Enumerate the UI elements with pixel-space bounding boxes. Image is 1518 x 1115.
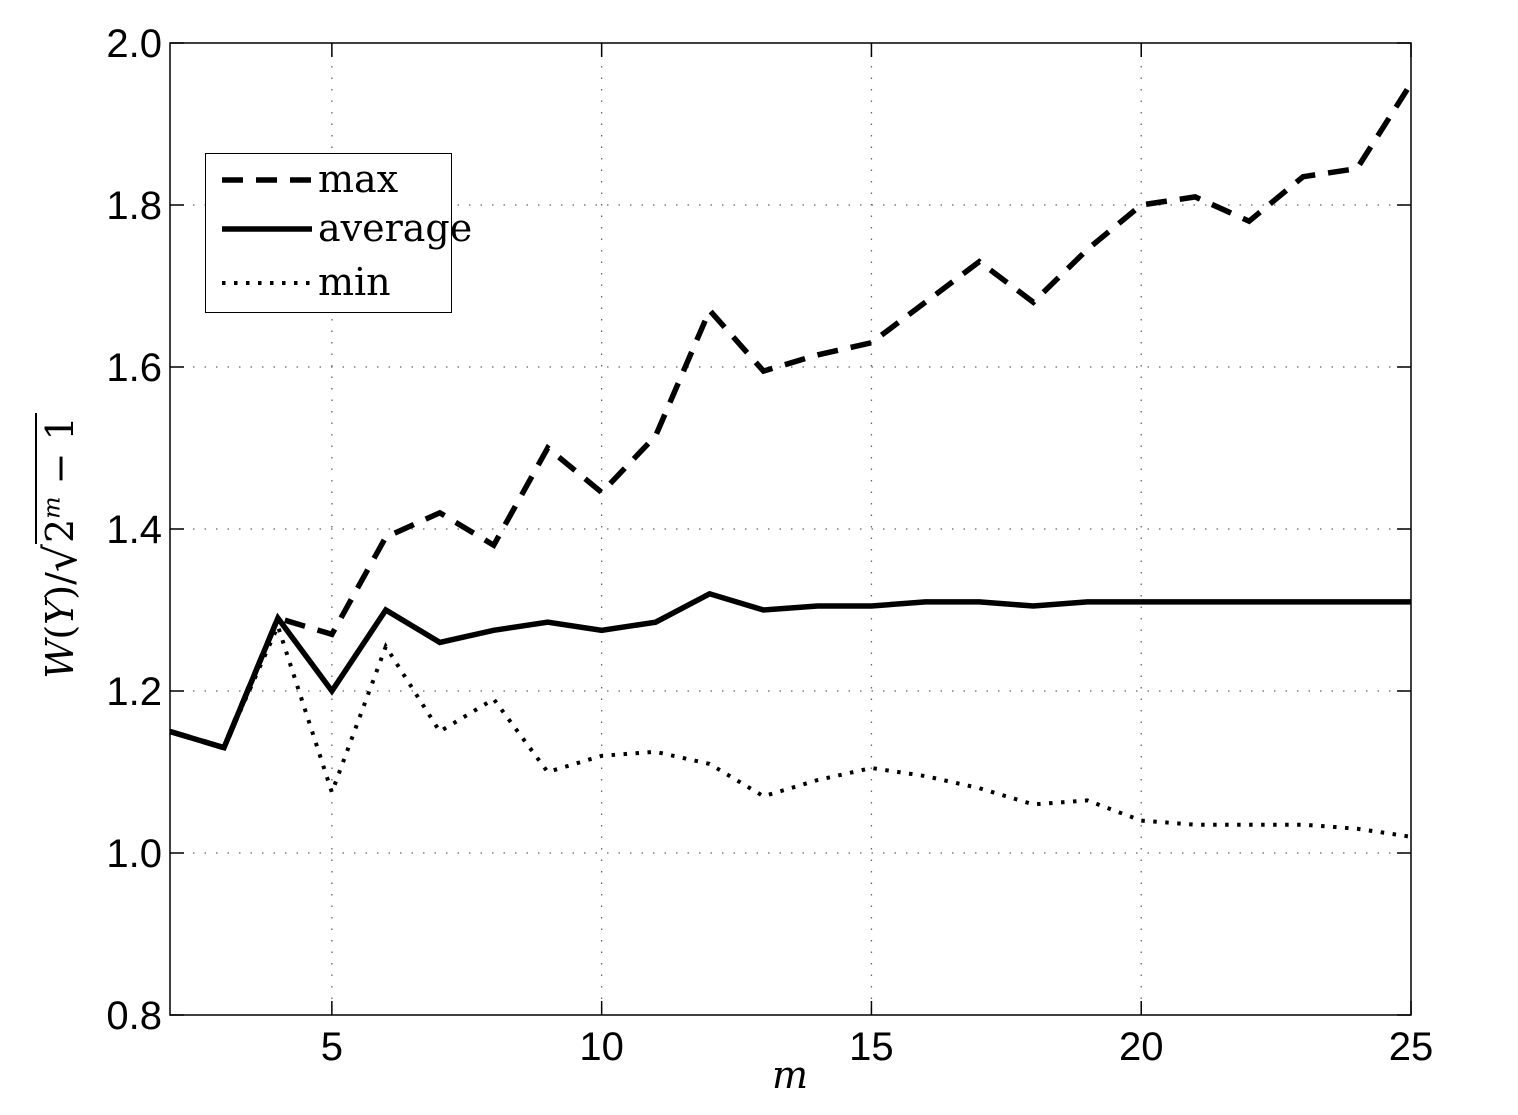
legend-label-min: min bbox=[318, 260, 391, 305]
x-tick-label: 10 bbox=[579, 1025, 624, 1069]
ylabel-Y: Y bbox=[38, 599, 82, 625]
series-line-average bbox=[169, 590, 1411, 752]
legend-item-min: min bbox=[206, 260, 451, 305]
x-tick-label: 20 bbox=[1119, 1025, 1164, 1069]
ylabel-sqrt-sign: √ bbox=[36, 544, 87, 573]
y-tick-label: 1.8 bbox=[106, 184, 162, 228]
y-tick-label: 2.0 bbox=[106, 22, 162, 66]
ylabel-W: W bbox=[38, 639, 82, 679]
y-tick-label: 0.8 bbox=[106, 994, 162, 1038]
ylabel-exponent: m bbox=[37, 496, 66, 519]
ylabel-close-paren: ) bbox=[38, 584, 82, 600]
y-tick-label: 1.0 bbox=[106, 832, 162, 876]
legend-label-average: average bbox=[318, 206, 473, 251]
y-tick-label: 1.4 bbox=[106, 508, 162, 552]
legend-sample-dashed-line bbox=[222, 177, 312, 183]
ylabel-open-paren: ( bbox=[38, 624, 82, 640]
y-axis-label: W(Y)/√2m − 1 bbox=[35, 376, 88, 716]
y-tick-label: 1.2 bbox=[106, 670, 162, 714]
ylabel-minus-one: − 1 bbox=[38, 416, 82, 485]
legend-item-max: max bbox=[206, 157, 451, 202]
legend-label-max: max bbox=[318, 157, 399, 202]
x-axis-label: m bbox=[771, 1053, 809, 1097]
x-tick-label: 15 bbox=[849, 1025, 894, 1069]
y-tick-label: 1.6 bbox=[106, 346, 162, 390]
series-line-min bbox=[169, 620, 1412, 839]
ylabel-base: 2 bbox=[38, 518, 82, 544]
x-tick-label: 5 bbox=[321, 1025, 343, 1069]
ylabel-radicand: 2m − 1 bbox=[35, 413, 82, 545]
legend-sample-dotted-line bbox=[222, 281, 312, 285]
x-tick-label: 25 bbox=[1389, 1025, 1434, 1069]
legend: max average min bbox=[205, 153, 472, 313]
series-line-max bbox=[169, 82, 1414, 752]
ylabel-slash: / bbox=[38, 572, 82, 585]
legend-item-average: average bbox=[206, 209, 472, 247]
legend-sample-solid-line bbox=[222, 226, 312, 232]
